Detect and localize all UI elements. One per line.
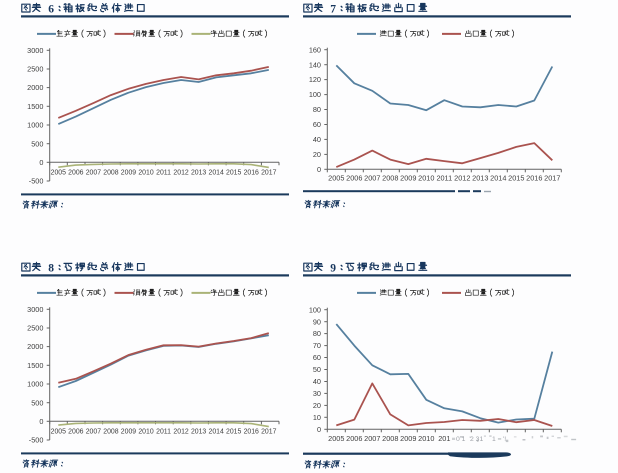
svg-text:2005: 2005 — [51, 170, 66, 177]
svg-text:30: 30 — [313, 389, 321, 398]
svg-text:0: 0 — [39, 158, 43, 167]
svg-text:7: 7 — [330, 3, 336, 15]
svg-text:0 1: 0 1 — [456, 436, 466, 443]
svg-text:120: 120 — [309, 75, 321, 84]
svg-text:500: 500 — [31, 139, 43, 148]
svg-text:2006: 2006 — [346, 434, 362, 443]
svg-text:2013: 2013 — [191, 429, 206, 436]
svg-text:2010: 2010 — [138, 170, 153, 177]
svg-text:2014: 2014 — [208, 429, 223, 436]
svg-text:2000: 2000 — [27, 342, 43, 351]
svg-text:2017: 2017 — [261, 170, 276, 177]
svg-text:10: 10 — [313, 413, 321, 422]
svg-text:2008: 2008 — [382, 174, 398, 183]
svg-text:2011: 2011 — [436, 174, 452, 183]
svg-text:2011: 2011 — [156, 429, 171, 436]
svg-text:2015: 2015 — [226, 170, 241, 177]
svg-text:90: 90 — [313, 317, 321, 326]
svg-text:2009: 2009 — [121, 429, 136, 436]
svg-text:2009: 2009 — [400, 174, 416, 183]
svg-text:50: 50 — [313, 365, 321, 374]
svg-text:2016: 2016 — [244, 429, 259, 436]
svg-text:-500: -500 — [29, 177, 44, 186]
svg-text:2013: 2013 — [472, 174, 488, 183]
svg-text:2006: 2006 — [346, 174, 362, 183]
svg-text:2010: 2010 — [138, 429, 153, 436]
svg-text:8: 8 — [48, 262, 54, 274]
svg-text:2006: 2006 — [68, 170, 83, 177]
svg-text:100: 100 — [309, 305, 321, 314]
svg-text:1000: 1000 — [27, 121, 43, 130]
svg-text:2500: 2500 — [27, 65, 43, 74]
svg-text:2014: 2014 — [490, 174, 506, 183]
svg-text:40: 40 — [313, 377, 321, 386]
svg-text:2007: 2007 — [86, 429, 101, 436]
svg-text:1500: 1500 — [27, 102, 43, 111]
svg-text:2017: 2017 — [544, 174, 560, 183]
svg-text:2013: 2013 — [191, 170, 206, 177]
svg-text:40: 40 — [313, 135, 321, 144]
svg-text:2017: 2017 — [261, 429, 276, 436]
svg-text:2012: 2012 — [173, 429, 188, 436]
svg-text:2014: 2014 — [208, 170, 223, 177]
svg-text:2007: 2007 — [364, 434, 380, 443]
svg-text:2012: 2012 — [173, 170, 188, 177]
svg-text:2009: 2009 — [121, 170, 136, 177]
svg-text:3000: 3000 — [27, 46, 43, 55]
svg-text:0: 0 — [317, 425, 321, 434]
svg-text:2008: 2008 — [103, 429, 118, 436]
svg-text:'!: '! — [503, 436, 506, 443]
svg-text:2010: 2010 — [418, 174, 434, 183]
svg-text:500: 500 — [31, 398, 43, 407]
svg-text:-500: -500 — [29, 436, 44, 445]
svg-text:2005: 2005 — [328, 434, 344, 443]
svg-text:160: 160 — [309, 45, 321, 54]
svg-text:2500: 2500 — [27, 324, 43, 333]
svg-text:2000: 2000 — [27, 83, 43, 92]
svg-text:3000: 3000 — [27, 305, 43, 314]
svg-text:20: 20 — [313, 401, 321, 410]
svg-text:1500: 1500 — [27, 361, 43, 370]
svg-text:0: 0 — [317, 165, 321, 174]
svg-text:20: 20 — [313, 150, 321, 159]
svg-text:2007: 2007 — [86, 170, 101, 177]
svg-text:6: 6 — [48, 3, 54, 15]
svg-text:2016: 2016 — [244, 170, 259, 177]
svg-text:9: 9 — [330, 262, 336, 274]
svg-text:2015: 2015 — [508, 174, 524, 183]
svg-text:2010: 2010 — [418, 434, 434, 443]
svg-text:80: 80 — [313, 105, 321, 114]
svg-text:2012: 2012 — [454, 174, 470, 183]
svg-text:2016: 2016 — [526, 174, 542, 183]
svg-text:2007: 2007 — [364, 174, 380, 183]
svg-text:60: 60 — [313, 353, 321, 362]
svg-text:100: 100 — [309, 90, 321, 99]
svg-text:60: 60 — [313, 120, 321, 129]
svg-text:2005: 2005 — [328, 174, 344, 183]
svg-text:1000: 1000 — [27, 380, 43, 389]
svg-text:2005: 2005 — [51, 429, 66, 436]
svg-text:80: 80 — [313, 329, 321, 338]
svg-text:2015: 2015 — [226, 429, 241, 436]
svg-text:1: 1 — [492, 436, 496, 443]
svg-text:2008: 2008 — [382, 434, 398, 443]
svg-text:2009: 2009 — [400, 434, 416, 443]
svg-text:2011: 2011 — [156, 170, 171, 177]
svg-text:0: 0 — [39, 417, 43, 426]
svg-text:70: 70 — [313, 341, 321, 350]
svg-text:2 31: 2 31 — [470, 436, 483, 443]
svg-text:140: 140 — [309, 60, 321, 69]
svg-text:2008: 2008 — [103, 170, 118, 177]
svg-text:2006: 2006 — [68, 429, 83, 436]
svg-text:201: 201 — [438, 434, 450, 443]
